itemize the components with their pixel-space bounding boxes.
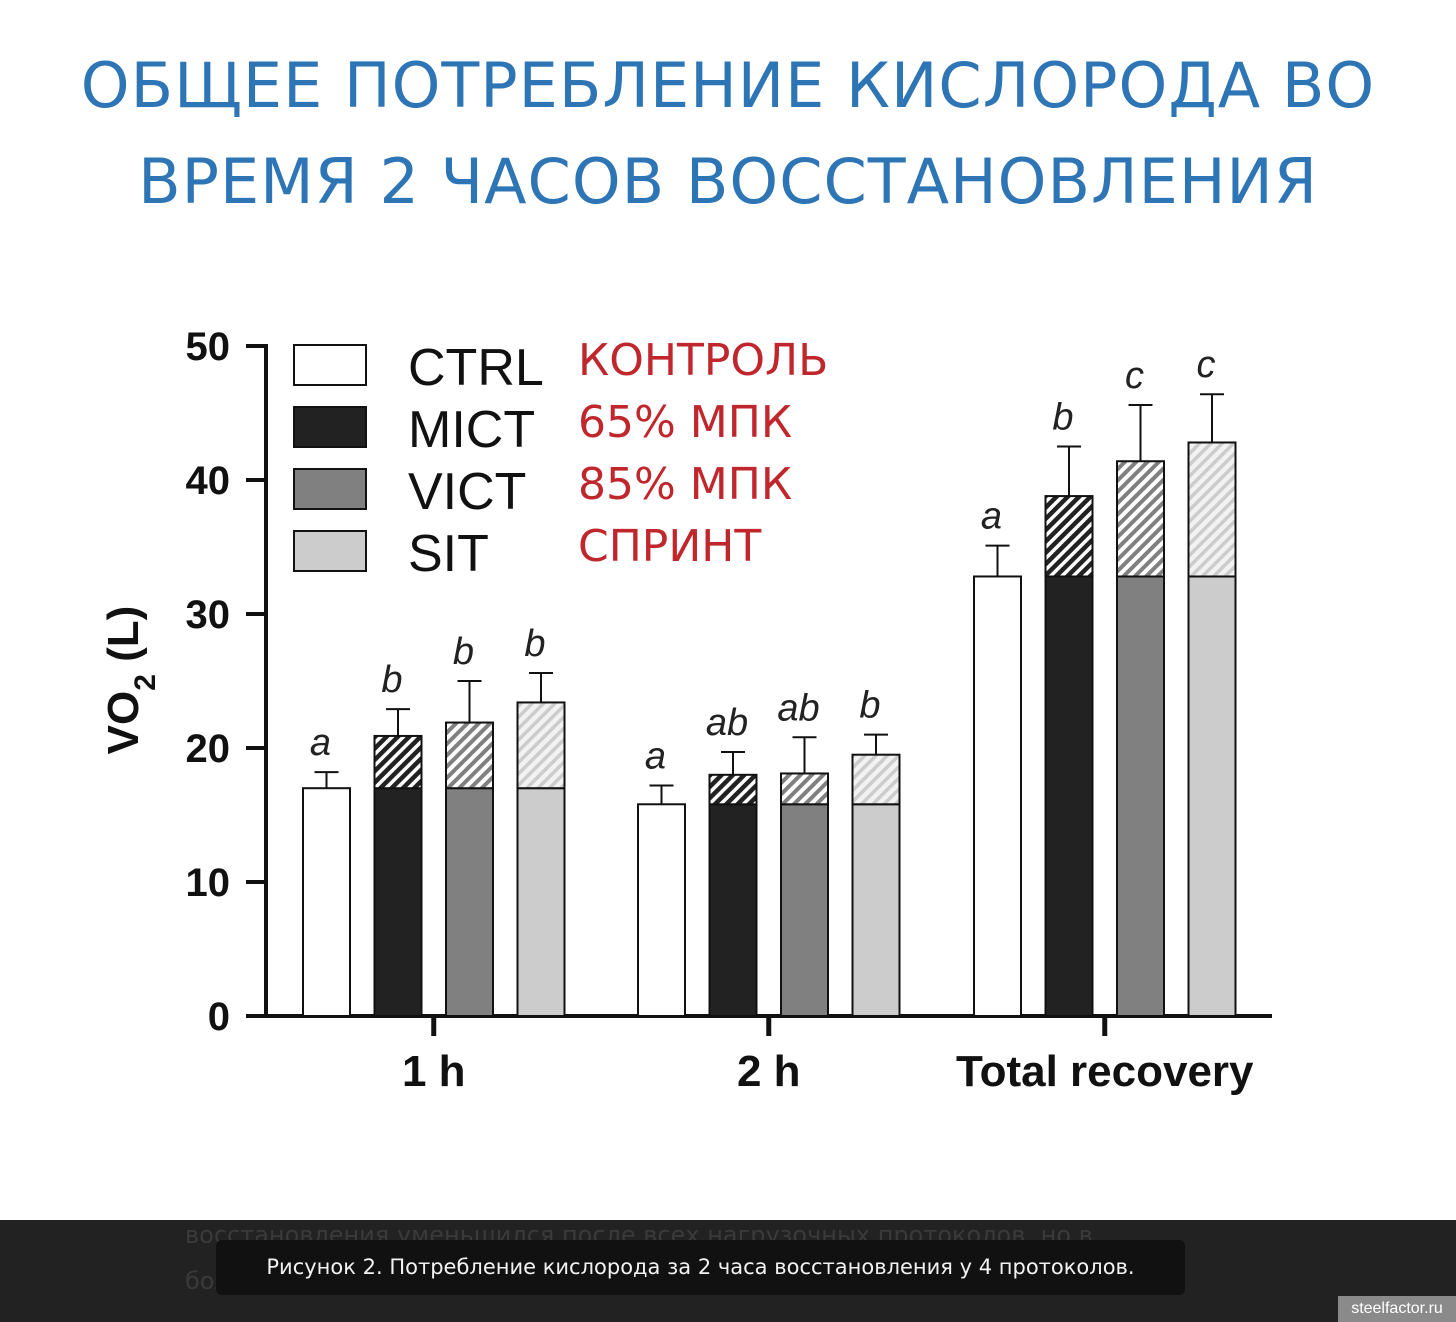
- significance-letter: c: [1125, 355, 1144, 397]
- x-tick-label: Total recovery: [956, 1047, 1254, 1096]
- bar-sit-base: [851, 803, 901, 1018]
- legend-label-sit: SIT: [408, 525, 489, 583]
- y-tick-label: 40: [186, 459, 231, 503]
- significance-letter: ab: [706, 702, 748, 744]
- page-title: ОБЩЕЕ ПОТРЕБЛЕНИЕ КИСЛОРОДА ВО ВРЕМЯ 2 Ч…: [0, 38, 1456, 230]
- bar-vict-excess: [445, 721, 494, 790]
- bar-mict-base: [708, 803, 758, 1018]
- y-tick-label: 30: [186, 593, 231, 637]
- page-title-line-2: ВРЕМЯ 2 ЧАСОВ ВОССТАНОВЛЕНИЯ: [138, 145, 1318, 218]
- y-tick-label: 10: [186, 861, 231, 905]
- bar-mict-base: [373, 787, 423, 1018]
- significance-letter: c: [1197, 344, 1216, 386]
- legend-annotation-sit: СПРИНТ: [578, 521, 761, 572]
- x-tick-label: 1 h: [402, 1047, 466, 1096]
- legend-annotation-vict: 85% МПК: [578, 459, 792, 510]
- bar-mict-excess: [373, 734, 423, 790]
- bar-ctrl-base: [973, 575, 1022, 1017]
- legend-swatch-mict: [293, 406, 367, 448]
- bar-mict-base: [1044, 575, 1094, 1017]
- bar-sit-excess: [851, 753, 901, 806]
- bar-mict-excess: [1044, 495, 1094, 578]
- significance-letter: b: [453, 631, 474, 673]
- significance-letter: b: [381, 659, 402, 701]
- significance-letter: a: [981, 496, 1002, 538]
- legend-swatch-ctrl: [293, 344, 367, 386]
- significance-letter: ab: [777, 687, 819, 729]
- significance-letter: a: [310, 722, 331, 764]
- bar-sit-base: [516, 787, 566, 1018]
- bar-sit-excess: [1187, 441, 1237, 578]
- watermark: steelfactor.ru: [1338, 1296, 1456, 1322]
- bar-vict-excess: [780, 772, 829, 806]
- significance-letter: b: [1052, 397, 1073, 439]
- bar-ctrl-base: [637, 803, 686, 1018]
- significance-letter: b: [859, 685, 880, 727]
- legend-annotation-ctrl: КОНТРОЛЬ: [578, 335, 828, 386]
- y-axis-label: VO2 (L): [99, 606, 162, 755]
- bar-vict-excess: [1116, 460, 1165, 578]
- legend-swatch-sit: [293, 530, 367, 572]
- legend-label-vict: VICT: [408, 463, 526, 521]
- y-tick-label: 50: [186, 325, 231, 369]
- y-tick-label: 0: [208, 995, 230, 1039]
- significance-letter: b: [524, 623, 545, 665]
- bar-mict-excess: [708, 773, 758, 806]
- legend-annotation-mict: 65% МПК: [578, 397, 792, 448]
- bar-vict-base: [780, 803, 829, 1018]
- bar-ctrl-base: [302, 787, 351, 1018]
- legend-label-ctrl: CTRL: [408, 339, 544, 397]
- bar-sit-excess: [516, 701, 566, 790]
- significance-letter: a: [645, 736, 666, 778]
- y-tick-label: 20: [186, 727, 231, 771]
- figure-caption: Рисунок 2. Потребление кислорода за 2 ча…: [216, 1240, 1185, 1295]
- x-tick-label: 2 h: [737, 1047, 801, 1096]
- bar-vict-base: [1116, 575, 1165, 1017]
- page-title-line-1: ОБЩЕЕ ПОТРЕБЛЕНИЕ КИСЛОРОДА ВО: [80, 49, 1376, 122]
- bar-sit-base: [1187, 575, 1237, 1017]
- legend-swatch-vict: [293, 468, 367, 510]
- legend-label-mict: MICT: [408, 401, 535, 459]
- bar-vict-base: [445, 787, 494, 1018]
